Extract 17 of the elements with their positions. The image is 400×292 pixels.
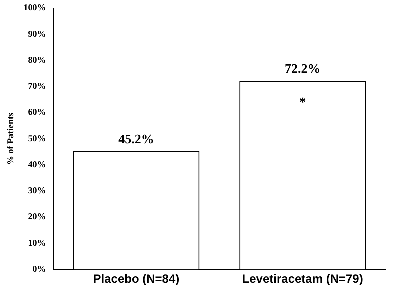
y-tick-label: 40% [28,159,46,170]
y-axis-title: % of Patients [6,112,16,165]
y-tick-label: 60% [28,107,46,118]
y-tick-label: 100% [24,2,46,13]
y-tick-label: 30% [28,186,46,196]
x-tick-label: Levetiracetam (N=79) [242,272,364,286]
y-tick-label: 10% [28,238,46,248]
y-tick-label: 0% [32,264,46,274]
y-tick-label: 50% [28,133,46,144]
y-tick-label: 20% [28,212,46,222]
annotation: * [300,94,306,110]
data-label: 72.2% [284,60,321,76]
data-label: 45.2% [118,131,154,146]
y-tick-label: 70% [28,81,46,92]
x-tick-label: Placebo (N=84) [93,272,180,286]
y-tick-label: 80% [28,54,46,65]
y-tick-label: 90% [28,28,46,39]
